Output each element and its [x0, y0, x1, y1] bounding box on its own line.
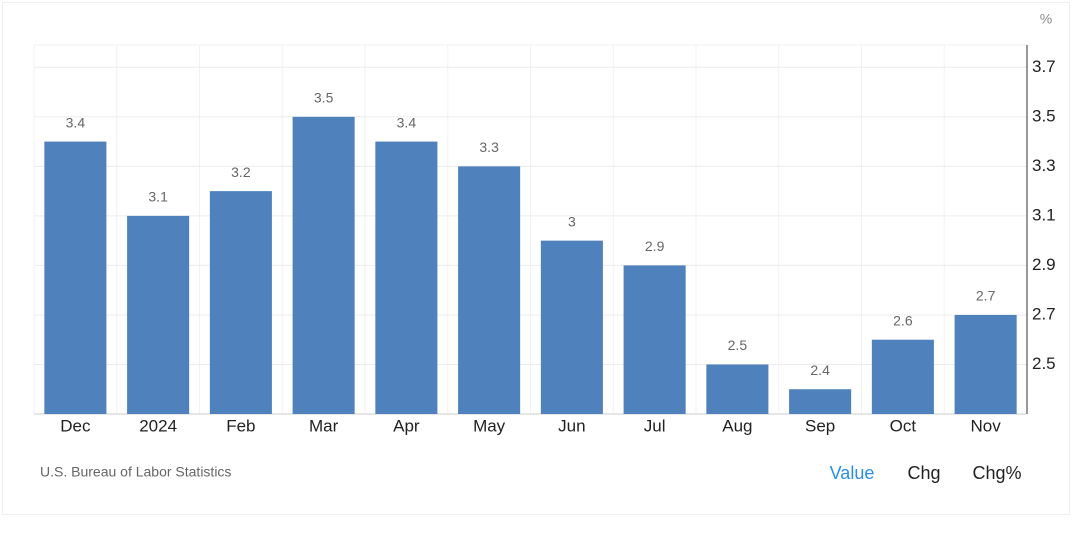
bar [292, 116, 355, 415]
x-tick-label: Sep [805, 416, 835, 435]
bar [954, 314, 1017, 414]
x-tick-label: Mar [309, 416, 339, 435]
value-label: 2.6 [893, 312, 913, 328]
x-tick-label: Dec [60, 416, 91, 435]
x-tick-label: Feb [226, 416, 255, 435]
bar [375, 141, 438, 414]
bar [458, 166, 521, 414]
value-button[interactable]: Value [830, 463, 875, 483]
source: U.S. Bureau of Labor Statistics [40, 464, 231, 480]
value-label: 3.5 [314, 90, 334, 106]
chg-button[interactable]: Chg [907, 463, 940, 483]
bar [44, 141, 107, 414]
value-label: 3.3 [479, 139, 499, 155]
chg-pct-button[interactable]: Chg% [972, 463, 1021, 483]
y-tick-label: 3.7 [1032, 57, 1056, 76]
value-label: 3.4 [66, 114, 86, 130]
x-tick-label: 2024 [139, 416, 177, 435]
value-label: 2.4 [810, 362, 830, 378]
value-label: 3.2 [231, 164, 251, 180]
x-tick-label: Oct [890, 416, 917, 435]
bar [127, 215, 190, 414]
x-tick-label: Jun [558, 416, 585, 435]
y-tick-label: 2.9 [1032, 255, 1056, 274]
bar [623, 265, 686, 414]
value-label: 2.9 [645, 238, 665, 254]
y-tick-label: 3.1 [1032, 205, 1056, 224]
bar [706, 364, 769, 414]
y-tick-label: 2.7 [1032, 304, 1056, 323]
value-label: 2.7 [976, 288, 996, 304]
x-tick-label: Aug [722, 416, 752, 435]
x-tick-label: Nov [971, 416, 1002, 435]
x-tick-label: Jul [644, 416, 666, 435]
y-tick-label: 3.5 [1032, 106, 1056, 125]
x-tick-label: Apr [393, 416, 420, 435]
value-label: 3.4 [397, 114, 417, 130]
y-unit: % [1040, 11, 1052, 27]
value-label: 2.5 [728, 337, 748, 353]
bar [209, 191, 272, 414]
bar [871, 339, 934, 414]
y-tick-label: 2.5 [1032, 354, 1056, 373]
value-label: 3 [568, 213, 576, 229]
value-label: 3.1 [148, 189, 168, 205]
x-tick-label: May [473, 416, 506, 435]
bar [540, 240, 603, 414]
bar [789, 389, 852, 414]
y-tick-label: 3.3 [1032, 156, 1056, 175]
